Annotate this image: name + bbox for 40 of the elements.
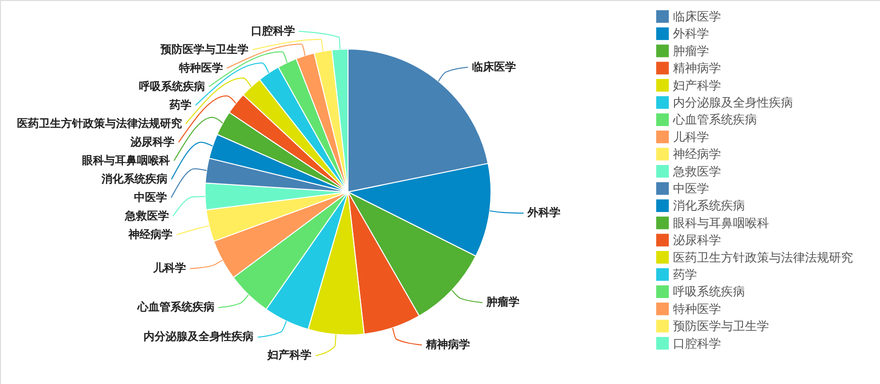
legend-label: 中医学	[673, 182, 709, 196]
legend-label: 神经病学	[673, 147, 721, 162]
legend-label: 呼吸系统疾病	[673, 284, 745, 299]
legend-label: 消化系统疾病	[673, 198, 745, 213]
slice-label: 中医学	[134, 190, 168, 204]
legend-label: 眼科与耳鼻咽喉科	[673, 216, 769, 230]
legend-label: 内分泌腺及全身性疾病	[673, 96, 793, 110]
slice-label: 内分泌腺及全身性疾病	[144, 330, 254, 344]
slice-label: 神经病学	[128, 228, 173, 241]
legend-label: 预防医学与卫生学	[673, 319, 769, 334]
slice-label: 口腔科学	[250, 24, 295, 38]
legend-label: 心血管系统疾病	[672, 112, 757, 127]
legend-label: 口腔科学	[673, 336, 721, 350]
slice-label: 呼吸系统疾病	[138, 80, 205, 93]
legend-label: 急救医学	[672, 164, 721, 178]
slice-label: 肿瘤学	[485, 296, 520, 309]
legend-label: 肿瘤学	[673, 44, 709, 58]
legend-label: 妇产科学	[673, 78, 721, 92]
slice-label: 急救医学	[124, 209, 169, 222]
slice-label: 特种医学	[178, 61, 223, 74]
slice-label: 精神病学	[424, 338, 470, 351]
slice-label: 临床医学	[472, 60, 516, 74]
slice-label: 眼科与耳鼻咽喉科	[82, 154, 170, 167]
slice-label: 妇产科学	[266, 348, 312, 362]
legend-label: 外科学	[673, 26, 709, 41]
legend-label: 特种医学	[673, 302, 721, 316]
slice-label: 医药卫生方针政策与法律法规研究	[16, 116, 182, 130]
slice-label: 预防医学与卫生学	[159, 42, 248, 56]
slice-label: 外科学	[526, 206, 561, 220]
slice-label: 泌尿科学	[130, 135, 175, 148]
legend-label: 药学	[673, 268, 697, 282]
legend-label: 临床医学	[673, 10, 721, 24]
legend-label: 精神病学	[673, 61, 721, 76]
legend-label: 泌尿科学	[673, 233, 721, 248]
slice-label: 消化系统疾病	[100, 172, 168, 186]
slice-label: 心血管系统疾病	[136, 300, 214, 314]
legend-label: 医药卫生方针政策与法律法规研究	[673, 250, 853, 264]
legend-label: 儿科学	[673, 130, 709, 144]
slice-label: 药学	[168, 98, 192, 112]
slice-label: 儿科学	[152, 262, 186, 275]
